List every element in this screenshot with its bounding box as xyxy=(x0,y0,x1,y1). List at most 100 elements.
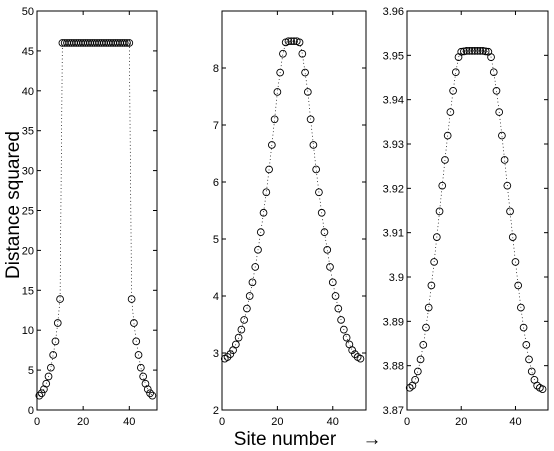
data-point xyxy=(44,372,53,381)
data-point xyxy=(449,86,457,95)
data-point xyxy=(413,367,422,376)
data-point xyxy=(143,385,152,394)
data-point xyxy=(446,108,455,116)
data-point xyxy=(53,319,62,327)
y-tick-label: 8 xyxy=(213,63,219,75)
x-tick-label: 0 xyxy=(219,416,225,428)
data-point xyxy=(506,207,514,216)
data-point xyxy=(290,37,298,46)
data-point xyxy=(427,281,436,290)
data-point xyxy=(533,381,542,390)
data-point xyxy=(470,47,479,55)
data-point xyxy=(262,188,271,197)
data-point xyxy=(256,228,265,237)
data-point xyxy=(267,141,276,149)
data-point xyxy=(462,47,471,55)
data-point xyxy=(503,181,512,190)
data-point xyxy=(498,131,506,140)
y-tick-label: 5 xyxy=(213,234,219,246)
data-point xyxy=(424,303,433,312)
y-tick-label: 30 xyxy=(22,166,34,178)
y-tick-label: 3 xyxy=(213,348,219,360)
data-point xyxy=(334,304,343,313)
data-point xyxy=(298,49,307,58)
data-point xyxy=(411,376,419,384)
data-point xyxy=(301,68,309,77)
data-point xyxy=(127,295,136,303)
data-point xyxy=(287,37,296,46)
data-point xyxy=(56,295,64,303)
data-point xyxy=(130,319,138,327)
data-point xyxy=(276,68,285,77)
y-tick-label: 3.92 xyxy=(383,183,404,195)
data-point xyxy=(438,181,447,190)
y-tick-label: 50 xyxy=(22,6,34,18)
x-axis-label: Site number xyxy=(234,429,337,450)
data-point xyxy=(139,372,148,381)
panel-left: 0 20 40 0 5 10 15 20 25 30 35 40 45 50 xyxy=(22,6,158,428)
data-point xyxy=(492,86,501,95)
y-tick-label: 15 xyxy=(22,285,34,297)
data-point xyxy=(328,278,337,287)
y-tick-label: 4 xyxy=(213,291,219,303)
data-point xyxy=(419,340,428,349)
data-point xyxy=(37,389,46,398)
data-point xyxy=(323,245,332,254)
data-point xyxy=(522,340,531,349)
data-point xyxy=(500,156,509,164)
data-point xyxy=(519,323,528,332)
data-point xyxy=(538,385,547,394)
y-tick-label: 3.89 xyxy=(383,316,404,328)
data-point xyxy=(441,156,449,164)
data-point xyxy=(476,47,485,55)
y-tick-label: 3.88 xyxy=(383,361,404,373)
data-point xyxy=(342,333,351,342)
y-tick-label: 3.91 xyxy=(383,228,404,240)
data-point xyxy=(348,346,357,355)
data-point xyxy=(148,391,157,400)
y-tick-label: 3.95 xyxy=(383,50,404,62)
data-point xyxy=(517,303,525,312)
data-point xyxy=(146,389,154,398)
data-point xyxy=(481,47,490,56)
data-point xyxy=(525,355,533,364)
data-point xyxy=(51,337,60,346)
y-tick-label: 6 xyxy=(213,177,219,189)
data-point xyxy=(432,233,441,241)
data-point xyxy=(339,325,348,334)
series-connector-line xyxy=(409,50,543,390)
data-point xyxy=(303,88,312,96)
x-tick-label: 20 xyxy=(271,416,283,428)
data-point xyxy=(435,207,444,216)
data-point xyxy=(320,228,329,237)
data-point xyxy=(479,47,487,55)
data-point xyxy=(315,188,323,197)
data-point xyxy=(240,316,249,324)
data-point xyxy=(134,351,143,359)
data-point xyxy=(511,258,520,266)
data-point xyxy=(284,37,293,46)
data-point xyxy=(306,115,315,124)
data-point xyxy=(279,49,287,58)
data-point xyxy=(495,108,504,116)
data-point xyxy=(248,278,257,287)
data-point xyxy=(487,53,495,61)
series-connector-line xyxy=(39,42,153,396)
y-tick-label: 2 xyxy=(213,405,219,417)
y-tick-label: 3.94 xyxy=(383,95,404,107)
data-point xyxy=(309,141,318,149)
data-point xyxy=(317,208,326,217)
y-tick-label: 7 xyxy=(213,120,219,132)
y-tick-label: 40 xyxy=(22,86,34,98)
y-tick-label: 0 xyxy=(28,405,34,417)
data-point xyxy=(443,131,452,140)
data-point xyxy=(46,363,55,372)
plot-frame xyxy=(221,10,367,411)
data-point xyxy=(337,316,345,324)
data-point xyxy=(416,355,425,364)
data-point xyxy=(356,354,365,363)
data-point xyxy=(422,323,430,332)
data-point xyxy=(312,165,321,174)
panel-right: 0 20 40 3.87 3.88 3.89 3.9 3.91 3.92 3.93 3.94 3.95… xyxy=(383,6,549,428)
